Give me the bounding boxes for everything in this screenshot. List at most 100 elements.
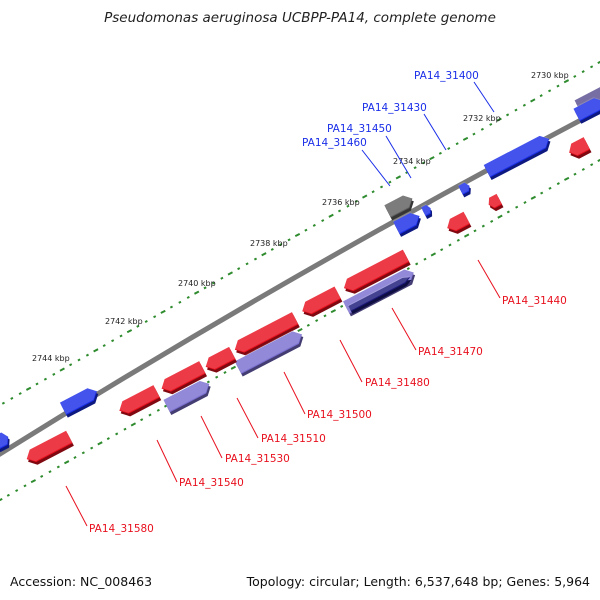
gene-label-pa14-31460[interactable]: PA14_31460 (302, 137, 367, 149)
upper-tick (111, 339, 115, 343)
upper-tick (337, 209, 342, 213)
gene-highlight (161, 360, 206, 391)
gene-reverse-block[interactable] (485, 193, 504, 213)
gene-reverse-block[interactable] (231, 311, 300, 358)
gene-label-pa14-31530[interactable]: PA14_31530 (225, 453, 290, 465)
upper-tick (144, 320, 148, 323)
gene-label-pa14-31540[interactable]: PA14_31540 (179, 477, 244, 489)
lower-tick (515, 205, 519, 209)
gene-forward-block[interactable] (0, 430, 13, 453)
lower-tick (330, 309, 337, 314)
gene-label-pa14-31500[interactable]: PA14_31500 (307, 409, 372, 421)
lower-tick (315, 319, 319, 323)
upper-tick (169, 305, 174, 309)
gene-highlight (483, 134, 549, 177)
upper-tick (294, 232, 301, 238)
lower-tick (81, 451, 85, 455)
gene-highlight (301, 285, 341, 314)
gene-reverse-block[interactable] (202, 345, 237, 376)
gene-label-pa14-31450[interactable]: PA14_31450 (327, 123, 392, 135)
gene-body (234, 331, 302, 374)
lower-tick (306, 323, 310, 327)
gene-label-leader (339, 339, 363, 383)
lower-tick (556, 182, 560, 186)
lower-tick (406, 267, 410, 271)
gene-lavender-block[interactable] (163, 377, 214, 415)
gene-body (59, 388, 97, 415)
lower-tick (340, 304, 344, 308)
upper-tick (186, 296, 190, 299)
upper-tick (35, 382, 39, 386)
gene-label-pa14-31430[interactable]: PA14_31430 (362, 102, 427, 114)
upper-tick (421, 161, 426, 165)
gene-body (26, 430, 73, 463)
upper-tick (1, 401, 5, 405)
gene-reverse-block[interactable] (116, 384, 162, 419)
gene-label-leader (473, 81, 495, 113)
gene-forward-block[interactable] (392, 209, 424, 237)
lower-tick (423, 257, 427, 261)
lower-tick (215, 375, 219, 379)
gene-highlight (420, 203, 431, 216)
gene-highlight (205, 345, 236, 370)
upper-tick (93, 348, 99, 353)
gene-forward-block[interactable] (59, 384, 101, 418)
upper-tick (43, 377, 47, 381)
upper-tick (539, 94, 543, 98)
gene-label-pa14-31480[interactable]: PA14_31480 (365, 377, 430, 389)
lower-tick (130, 422, 137, 427)
gene-forward-block[interactable] (573, 94, 600, 124)
upper-tick (203, 286, 207, 290)
genome-summary-text: Topology: circular; Length: 6,537,648 bp… (246, 574, 590, 589)
gene-forward-block[interactable] (420, 203, 435, 219)
lower-tick (73, 456, 77, 459)
gene-label-leader (385, 135, 412, 179)
lower-tick (563, 176, 570, 181)
lower-tick (223, 371, 227, 374)
gene-label-leaders (65, 81, 501, 527)
upper-tick (211, 281, 216, 285)
gene-label-leader (423, 113, 447, 151)
gene-reverse-block[interactable] (158, 360, 208, 397)
upper-tick (346, 204, 350, 208)
upper-tick (321, 219, 325, 223)
lower-tick (156, 408, 160, 412)
tick-label: 2742 kbp (105, 317, 143, 326)
upper-tick (279, 243, 283, 247)
gene-body (234, 312, 299, 353)
upper-tick (153, 315, 157, 319)
gene-label-pa14-31470[interactable]: PA14_31470 (418, 346, 483, 358)
upper-tick (304, 228, 308, 232)
gene-label-pa14-31440[interactable]: PA14_31440 (502, 295, 567, 307)
lower-tick (473, 229, 477, 233)
lower-tick (463, 233, 470, 238)
gene-forward-block[interactable] (483, 132, 553, 181)
gene-label-pa14-31510[interactable]: PA14_31510 (261, 433, 326, 445)
gene-body (205, 346, 236, 370)
upper-tick (354, 199, 358, 203)
gene-lavender-block[interactable] (234, 327, 306, 377)
gene-reverse-block[interactable] (299, 285, 343, 320)
gene-reverse-block[interactable] (444, 210, 472, 237)
gene-gray-block[interactable] (383, 191, 417, 221)
upper-tick (455, 142, 459, 146)
lower-tick (297, 327, 303, 333)
lower-tick (63, 460, 70, 465)
upper-tick (556, 84, 560, 88)
lower-tick (90, 446, 94, 450)
upper-tick (581, 70, 585, 74)
gene-body (348, 277, 411, 312)
gene-reverse-block[interactable] (565, 136, 592, 161)
gene-highlight (26, 429, 73, 462)
upper-tick (312, 223, 316, 227)
gene-reverse-block[interactable] (340, 248, 411, 297)
lower-tick (530, 195, 537, 200)
gene-label-pa14-31580[interactable]: PA14_31580 (89, 523, 154, 535)
gene-label-leader (236, 397, 259, 439)
gene-navy-block[interactable] (347, 274, 413, 315)
gene-reverse-block[interactable] (23, 429, 74, 468)
lower-tick (56, 465, 60, 469)
gene-label-pa14-31400[interactable]: PA14_31400 (414, 70, 479, 82)
upper-tick (505, 113, 510, 117)
gene-forward-block[interactable] (457, 180, 473, 198)
